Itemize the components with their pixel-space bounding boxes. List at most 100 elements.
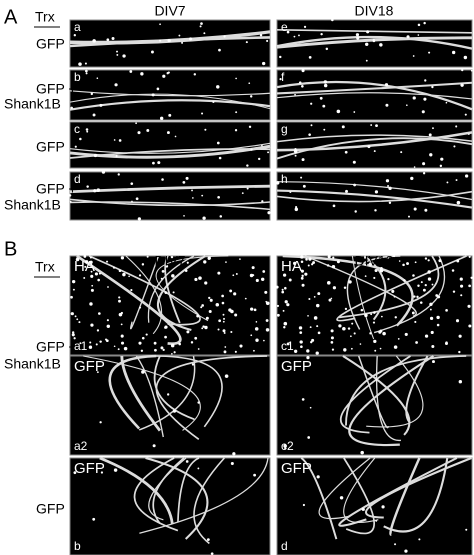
puncta	[364, 275, 367, 277]
dendrite	[276, 189, 473, 209]
puncta	[397, 338, 400, 340]
puncta	[289, 191, 292, 194]
dendrite	[338, 255, 440, 319]
puncta	[445, 309, 448, 312]
puncta	[253, 308, 257, 312]
puncta	[71, 279, 76, 284]
puncta	[308, 257, 312, 261]
puncta	[203, 32, 206, 35]
puncta	[146, 255, 149, 258]
puncta	[69, 200, 72, 203]
puncta	[73, 471, 77, 475]
panel-label: c	[74, 122, 80, 136]
puncta	[86, 185, 89, 188]
puncta	[424, 283, 427, 287]
puncta	[118, 139, 122, 142]
puncta	[173, 351, 176, 354]
puncta	[257, 157, 261, 161]
puncta	[94, 272, 99, 276]
puncta	[364, 313, 368, 318]
puncta	[412, 96, 416, 100]
micrograph	[276, 255, 473, 356]
dendrite	[342, 355, 411, 436]
puncta	[308, 56, 312, 59]
puncta	[412, 55, 415, 57]
puncta	[255, 321, 258, 323]
row-label: GFP +	[36, 339, 77, 355]
puncta	[372, 39, 376, 43]
panel-label: c2	[281, 439, 294, 453]
puncta	[208, 296, 211, 300]
puncta	[284, 300, 288, 304]
puncta	[222, 329, 226, 333]
puncta	[391, 289, 395, 293]
puncta	[414, 261, 417, 264]
puncta	[207, 257, 211, 260]
puncta	[159, 116, 164, 121]
puncta	[100, 471, 104, 474]
puncta	[265, 301, 270, 306]
puncta	[375, 379, 378, 381]
puncta	[202, 216, 206, 220]
puncta	[223, 35, 226, 38]
puncta	[348, 280, 352, 284]
puncta	[217, 328, 220, 331]
puncta	[71, 333, 75, 337]
puncta	[315, 351, 319, 355]
puncta	[445, 101, 448, 104]
part-label: A	[4, 6, 18, 28]
puncta	[438, 259, 442, 263]
puncta	[137, 131, 141, 135]
puncta	[404, 332, 408, 336]
puncta	[301, 84, 304, 88]
dendrite	[69, 142, 271, 154]
puncta	[293, 35, 296, 38]
puncta	[118, 299, 121, 303]
dendrite	[133, 457, 179, 532]
puncta	[422, 288, 426, 292]
puncta	[344, 307, 348, 311]
dendrite	[343, 457, 375, 535]
puncta	[439, 164, 443, 168]
puncta	[78, 321, 81, 324]
puncta	[353, 183, 357, 187]
puncta	[123, 346, 128, 351]
puncta	[224, 346, 227, 348]
puncta	[267, 211, 271, 215]
puncta	[300, 255, 304, 259]
puncta	[331, 348, 335, 351]
puncta	[410, 176, 414, 181]
puncta	[92, 39, 96, 43]
puncta	[90, 270, 93, 273]
dendrite	[276, 131, 473, 152]
puncta	[374, 268, 378, 273]
puncta	[210, 552, 214, 555]
puncta	[113, 345, 116, 348]
puncta	[203, 260, 207, 264]
puncta	[458, 350, 461, 354]
puncta	[316, 325, 319, 328]
puncta	[181, 41, 184, 44]
puncta	[182, 180, 186, 184]
puncta	[322, 104, 326, 108]
dendrite	[405, 355, 429, 424]
puncta	[420, 281, 423, 284]
puncta	[217, 195, 220, 199]
puncta	[114, 83, 118, 87]
puncta	[161, 178, 164, 181]
puncta	[121, 341, 125, 345]
puncta	[83, 277, 86, 279]
dendrite	[83, 355, 201, 431]
puncta	[200, 22, 203, 25]
puncta	[251, 266, 255, 270]
puncta	[379, 268, 384, 273]
puncta	[352, 160, 356, 164]
puncta	[300, 269, 304, 273]
puncta	[221, 301, 225, 305]
panel-label: c1	[281, 339, 294, 353]
puncta	[252, 274, 255, 277]
puncta	[141, 370, 145, 374]
puncta	[131, 200, 133, 203]
puncta	[90, 323, 94, 327]
puncta	[299, 331, 303, 334]
